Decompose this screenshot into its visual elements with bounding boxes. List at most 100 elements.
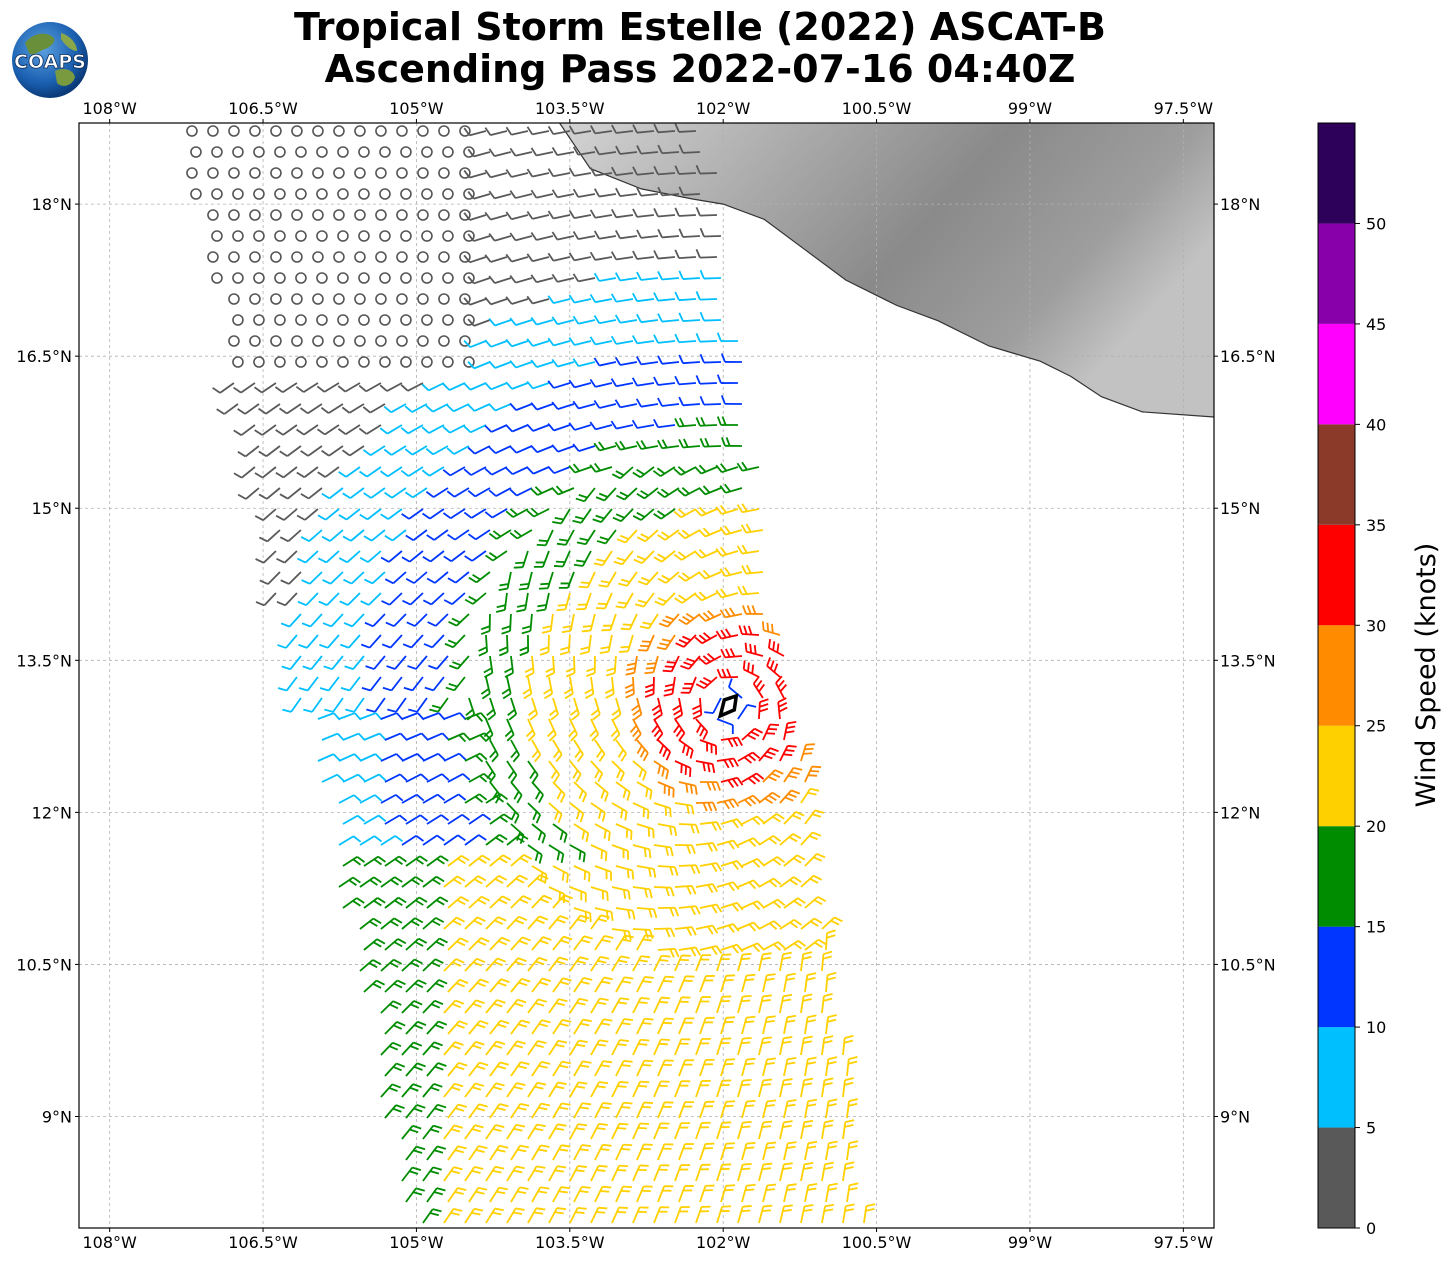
wind-barb (468, 895, 491, 909)
wind-barb (657, 529, 680, 541)
wind-barb (573, 823, 590, 843)
wind-barb (342, 814, 366, 825)
wind-barb (489, 936, 511, 951)
wind-barb (584, 676, 595, 699)
wind-barb (345, 697, 365, 713)
lon-tick-label: 106.5°W (228, 1233, 298, 1252)
wind-barb (506, 833, 529, 846)
wind-barb (379, 188, 391, 200)
wind-barb (484, 424, 508, 433)
wind-barb (467, 233, 491, 242)
wind-barb (317, 466, 340, 478)
wind-barb (721, 437, 742, 447)
wind-barb (804, 972, 817, 993)
wind-barb (485, 833, 508, 846)
wind-barb (531, 781, 544, 804)
wind-barb (530, 232, 554, 241)
wind-barb (426, 979, 448, 993)
wind-barb (552, 1102, 571, 1119)
wind-barb (674, 1164, 690, 1182)
wind-barb (505, 424, 529, 433)
wind-barb (573, 1144, 591, 1161)
wind-barb (253, 382, 277, 394)
wind-barb (768, 638, 785, 657)
wind-barb (379, 314, 391, 326)
wind-barb (821, 916, 843, 930)
wind-barb (463, 382, 487, 391)
wind-barb (741, 815, 765, 826)
wind-barb (443, 1124, 464, 1140)
wind-barb (467, 361, 491, 370)
wind-barb (636, 1101, 653, 1119)
lon-tick-label: 106.5°W (228, 99, 298, 118)
wind-barb (422, 793, 446, 804)
wind-barb (842, 1034, 854, 1056)
wind-barb (615, 1018, 634, 1035)
wind-barb (678, 438, 701, 449)
wind-barb (573, 907, 592, 923)
wind-barb (825, 929, 836, 951)
wind-barb (552, 1144, 571, 1161)
wind-barb (337, 146, 349, 158)
wind-barb (678, 1017, 695, 1035)
colorbar-band (1318, 1127, 1355, 1228)
wind-barb (510, 977, 531, 993)
lat-tick-label: 9°N (1220, 1107, 1250, 1126)
wind-barb (190, 188, 202, 200)
wind-barb (275, 508, 298, 521)
wind-barb (526, 210, 550, 220)
wind-barb (568, 252, 592, 262)
wind-barb (467, 529, 491, 541)
wind-barb (657, 1059, 674, 1077)
wind-barb (653, 927, 676, 938)
wind-barb (804, 938, 827, 951)
wind-barb (270, 209, 282, 221)
wind-barb (489, 1019, 510, 1035)
wind-barb (463, 188, 475, 200)
lon-tick-label: 103.5°W (535, 99, 605, 118)
wind-barb (651, 697, 663, 721)
wind-barb (279, 529, 302, 543)
wind-barb (678, 1143, 694, 1161)
wind-barb (426, 1145, 447, 1161)
wind-barb (633, 550, 655, 564)
wind-barb (211, 146, 223, 158)
wind-barb (258, 403, 281, 415)
wind-barb (636, 313, 659, 324)
storm-center-layer (717, 693, 739, 719)
colorbar-frame (1317, 122, 1356, 1229)
wind-barb (338, 876, 361, 888)
wind-barb (716, 668, 738, 679)
wind-barb (653, 376, 676, 386)
wind-barb (527, 956, 548, 972)
wind-barb (737, 952, 752, 972)
wind-barb (340, 676, 361, 692)
wind-barb (379, 382, 403, 392)
wind-barb (551, 146, 575, 157)
wind-barb (678, 739, 694, 759)
lon-tick-label: 105°W (389, 1233, 444, 1252)
wind-barb (783, 972, 796, 993)
wind-barb (694, 506, 718, 517)
wind-barb (581, 613, 596, 633)
wind-barb (396, 209, 408, 221)
wind-barb (657, 823, 678, 837)
wind-barb (338, 508, 361, 521)
wind-barb (762, 1141, 777, 1161)
wind-barb (358, 314, 370, 326)
wind-barb (593, 550, 613, 567)
wind-barb (359, 959, 382, 972)
wind-barb (678, 354, 701, 365)
wind-barb (657, 571, 680, 584)
wind-barb (379, 356, 391, 368)
wind-barb (569, 997, 589, 1014)
wind-barb (695, 1037, 711, 1056)
wind-barb (384, 855, 407, 867)
wind-barb (324, 697, 344, 713)
wind-barb (404, 445, 428, 456)
wind-barb (556, 592, 571, 612)
wind-barb (291, 251, 303, 263)
wind-barb (312, 251, 324, 263)
wind-barb (501, 613, 512, 635)
wind-barb (295, 314, 307, 326)
